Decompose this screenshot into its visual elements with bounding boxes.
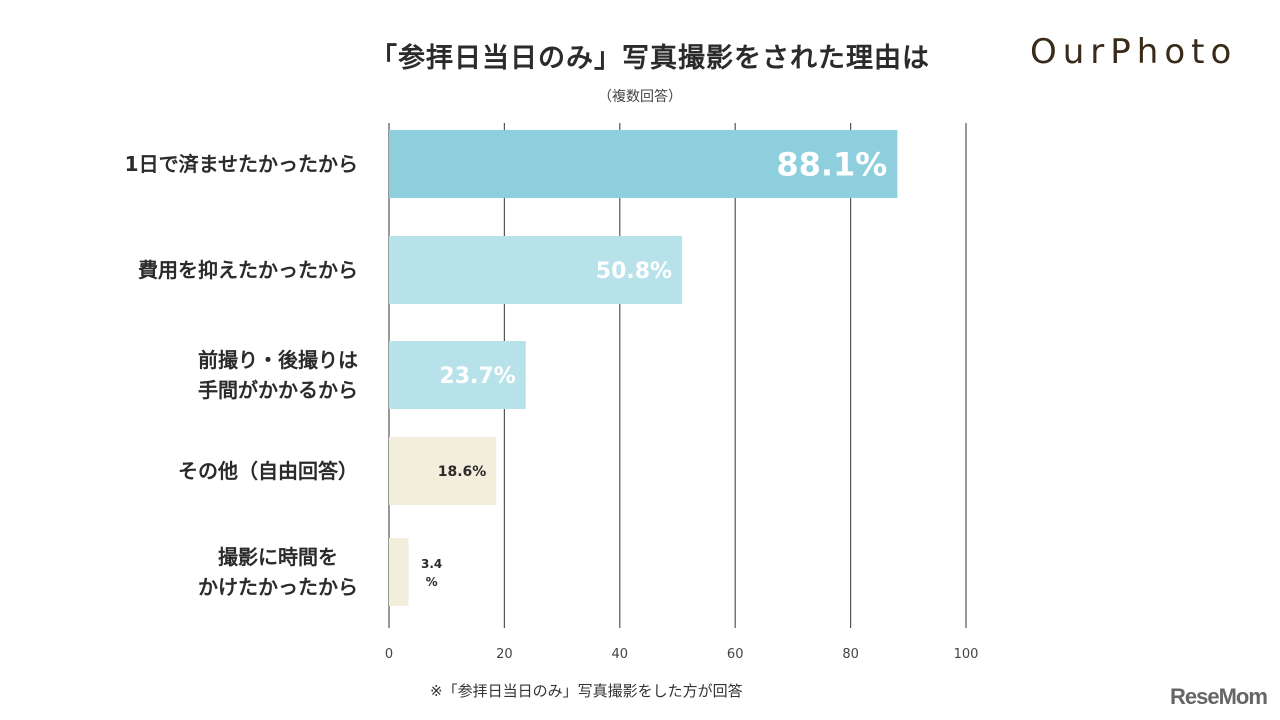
data-label: 50.8% bbox=[596, 259, 672, 284]
x-tick-label: 100 bbox=[954, 647, 979, 662]
x-tick-label: 0 bbox=[385, 647, 393, 662]
category-label: 撮影に時間を かけたかったから bbox=[198, 545, 358, 599]
category-label: 1日で済ませたかったから bbox=[124, 152, 358, 176]
x-tick-label: 60 bbox=[727, 647, 744, 662]
category-label: 前撮り・後撮りは 手間がかかるから bbox=[198, 348, 358, 402]
x-tick-label: 80 bbox=[842, 647, 859, 662]
chart-title: 「参拝日当日のみ」写真撮影をされた理由は bbox=[370, 43, 930, 74]
category-label: 費用を抑えたかったから bbox=[138, 258, 358, 282]
resemom-watermark: ReseMom bbox=[1170, 684, 1268, 709]
bar bbox=[389, 130, 898, 198]
category-label: その他（自由回答） bbox=[178, 459, 358, 483]
x-tick-label: 40 bbox=[612, 647, 629, 662]
ourphoto-logo: OurPhoto bbox=[1030, 32, 1238, 72]
footnote: ※「参拝日当日のみ」写真撮影をした方が回答 bbox=[430, 682, 743, 700]
bar bbox=[389, 538, 409, 606]
data-label: 88.1% bbox=[776, 146, 887, 184]
data-label: 18.6% bbox=[438, 464, 487, 480]
data-label: 3.4% bbox=[421, 557, 442, 589]
bar bbox=[389, 341, 526, 409]
bar bbox=[389, 437, 497, 505]
data-label: 23.7% bbox=[439, 364, 515, 389]
bar bbox=[389, 236, 683, 304]
x-tick-label: 20 bbox=[496, 647, 513, 662]
chart-subtitle: （複数回答） bbox=[598, 89, 682, 105]
